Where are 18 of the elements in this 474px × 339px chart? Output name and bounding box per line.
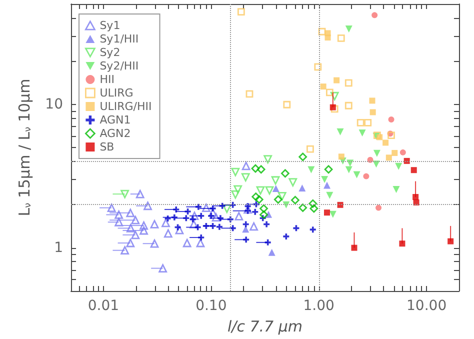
legend-label: HII (100, 73, 114, 86)
y-axis-title: Lν 15μm / Lν 10μm (16, 78, 34, 216)
y-tick-label: 1 (54, 240, 63, 256)
legend-label: Sy2 (100, 46, 120, 59)
x-tick-label: 0.10 (196, 298, 227, 314)
legend-label: Sy1/HII (100, 32, 139, 46)
legend-label: ULIRG/HII (100, 100, 152, 113)
y-tick-label: 10 (45, 96, 63, 112)
x-axis-title: l/c 7.7 μm (227, 318, 303, 336)
legend-label: Sy1 (100, 19, 120, 32)
x-tick-label: 0.01 (88, 298, 120, 314)
legend-label: AGN2 (100, 127, 131, 140)
x-tick-label: 1.00 (303, 298, 334, 314)
legend-label: AGN1 (100, 114, 131, 126)
legend-label: Sy2/HII (100, 60, 139, 72)
legend-label: SB (100, 140, 114, 154)
x-tick-label: 10.00 (406, 298, 447, 314)
legend-label: ULIRG (100, 86, 134, 100)
